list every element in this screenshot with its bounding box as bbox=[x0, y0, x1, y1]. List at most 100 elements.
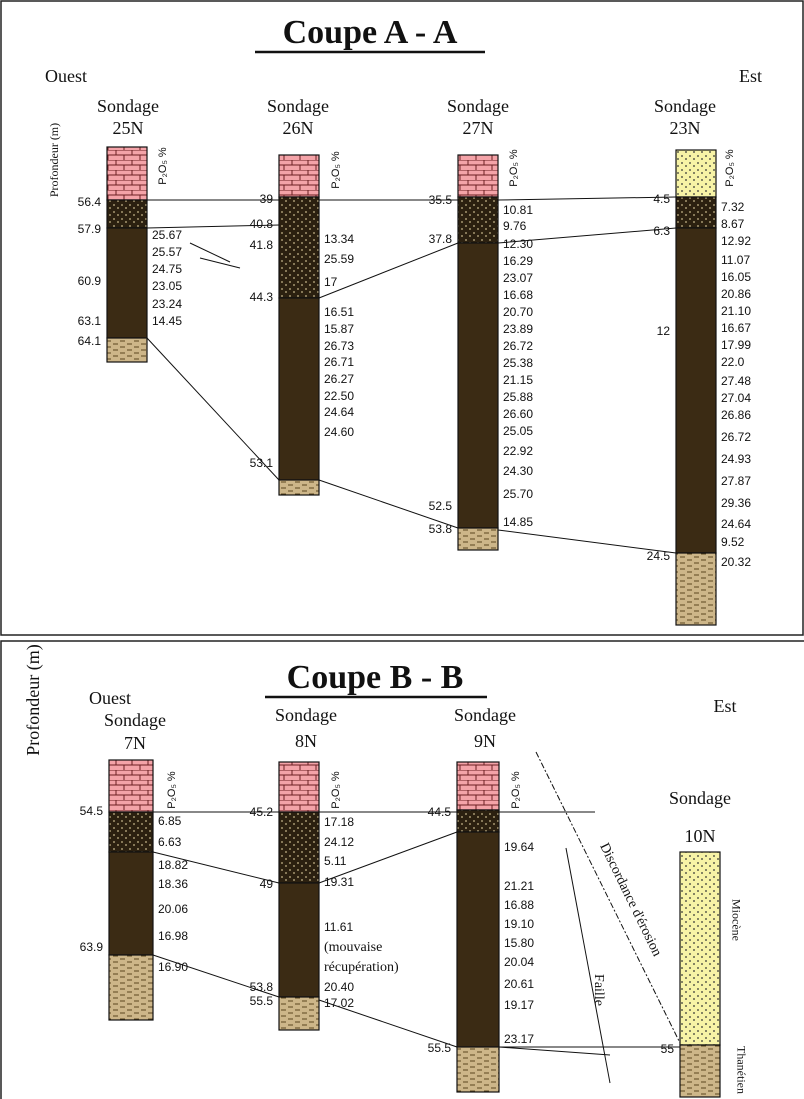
layer bbox=[458, 528, 498, 550]
depth-label: 39 bbox=[260, 192, 274, 206]
p2o5-value: 20.61 bbox=[504, 977, 534, 991]
p2o5-value: 20.06 bbox=[158, 902, 188, 916]
depth-label: 45.2 bbox=[250, 805, 274, 819]
layer bbox=[680, 852, 720, 1045]
p2o5-value: 14.85 bbox=[503, 515, 533, 529]
annotation: Discordance d'érosion bbox=[596, 841, 664, 959]
p2o5-value: 25.59 bbox=[324, 252, 354, 266]
layer bbox=[279, 197, 319, 298]
p2o5-value: 19.17 bbox=[504, 998, 534, 1012]
east-label: Est bbox=[713, 696, 736, 716]
layer bbox=[279, 298, 319, 480]
p2o5-value: 24.93 bbox=[721, 452, 751, 466]
layer-label: Miocène bbox=[729, 899, 743, 941]
p2o5-value: 9.52 bbox=[721, 535, 745, 549]
depth-label: 52.5 bbox=[429, 499, 453, 513]
layer bbox=[458, 155, 498, 197]
p2o5-value: 15.80 bbox=[504, 936, 534, 950]
p2o5-value: 23.24 bbox=[152, 297, 182, 311]
layer bbox=[676, 197, 716, 228]
layer-label: Thanétien bbox=[734, 1046, 748, 1094]
borehole-name: 7N bbox=[124, 733, 146, 753]
p2o5-value: 19.10 bbox=[504, 917, 534, 931]
layer bbox=[279, 480, 319, 495]
p2o5-value: 27.87 bbox=[721, 474, 751, 488]
borehole-name: 9N bbox=[474, 731, 496, 751]
p2o5-value: 20.70 bbox=[503, 305, 533, 319]
p2o5-value: 22.50 bbox=[324, 389, 354, 403]
p2o5-value: 17 bbox=[324, 275, 338, 289]
p2o5-value: 25.57 bbox=[152, 245, 182, 259]
depth-label: 41.8 bbox=[250, 238, 274, 252]
depth-label: 44.3 bbox=[250, 290, 274, 304]
correlation-line bbox=[190, 243, 230, 262]
depth-label: 56.4 bbox=[78, 195, 102, 209]
layer bbox=[457, 810, 499, 832]
p2o5-value: 20.04 bbox=[504, 955, 534, 969]
p2o5-value: 16.88 bbox=[504, 898, 534, 912]
p2o5-value: 24.64 bbox=[721, 517, 751, 531]
layer bbox=[458, 243, 498, 528]
p2o5-value: 6.63 bbox=[158, 835, 182, 849]
borehole-name: 25N bbox=[113, 118, 144, 138]
depth-label: 12 bbox=[657, 324, 671, 338]
depth-label: 53.8 bbox=[250, 980, 274, 994]
layer bbox=[676, 553, 716, 625]
depth-label: 35.5 bbox=[429, 193, 453, 207]
p2o5-value: 20.86 bbox=[721, 287, 751, 301]
p2o5-value: 8.67 bbox=[721, 217, 745, 231]
p2o5-value: 17.02 bbox=[324, 996, 354, 1010]
layer bbox=[279, 812, 319, 883]
p2o5-value: 25.70 bbox=[503, 487, 533, 501]
fault-line bbox=[566, 848, 610, 1083]
p2o5-value: 23.17 bbox=[504, 1032, 534, 1046]
p2o5-value: 13.34 bbox=[324, 232, 354, 246]
depth-label: 55.5 bbox=[250, 994, 274, 1008]
p2o5-label: P₂O₅ % bbox=[166, 771, 178, 809]
p2o5-value: 24.12 bbox=[324, 835, 354, 849]
layer bbox=[109, 760, 153, 812]
borehole-label: Sondage bbox=[654, 96, 716, 116]
layer bbox=[457, 832, 499, 1047]
p2o5-label: P₂O₅ % bbox=[510, 771, 522, 809]
p2o5-value: 26.73 bbox=[324, 339, 354, 353]
p2o5-value: 22.92 bbox=[503, 444, 533, 458]
p2o5-value: 17.99 bbox=[721, 338, 751, 352]
p2o5-value: récupération) bbox=[324, 960, 399, 975]
p2o5-value: 25.88 bbox=[503, 390, 533, 404]
depth-label: 24.5 bbox=[647, 549, 671, 563]
p2o5-value: 24.60 bbox=[324, 425, 354, 439]
layer bbox=[109, 852, 153, 955]
layer bbox=[109, 812, 153, 852]
p2o5-value: 14.45 bbox=[152, 314, 182, 328]
layer bbox=[279, 997, 319, 1030]
depth-label: 64.1 bbox=[78, 334, 102, 348]
p2o5-value: 12.92 bbox=[721, 234, 751, 248]
p2o5-label: P₂O₅ % bbox=[330, 151, 342, 189]
p2o5-label: P₂O₅ % bbox=[330, 771, 342, 809]
p2o5-value: 21.15 bbox=[503, 373, 533, 387]
east-label: Est bbox=[739, 66, 762, 86]
layer bbox=[458, 197, 498, 243]
layer bbox=[107, 200, 147, 228]
p2o5-value: 23.05 bbox=[152, 279, 182, 293]
depth-label: 63.9 bbox=[80, 940, 104, 954]
p2o5-value: 24.75 bbox=[152, 262, 182, 276]
borehole-label: Sondage bbox=[669, 788, 731, 808]
p2o5-value: 21.10 bbox=[721, 304, 751, 318]
west-label: Ouest bbox=[45, 66, 87, 86]
depth-label: 6.3 bbox=[653, 224, 670, 238]
p2o5-label: P₂O₅ % bbox=[508, 149, 520, 187]
p2o5-value: 10.81 bbox=[503, 203, 533, 217]
p2o5-value: 12.30 bbox=[503, 237, 533, 251]
depth-label: 37.8 bbox=[429, 232, 453, 246]
borehole-label: Sondage bbox=[275, 705, 337, 725]
p2o5-value: 26.71 bbox=[324, 355, 354, 369]
section-title: Coupe B - B bbox=[287, 659, 464, 696]
depth-label: 63.1 bbox=[78, 314, 102, 328]
p2o5-value: 23.07 bbox=[503, 271, 533, 285]
p2o5-value: 25.05 bbox=[503, 424, 533, 438]
correlation-line bbox=[499, 1047, 610, 1055]
p2o5-value: (mouvaise bbox=[324, 940, 382, 955]
west-label: Ouest bbox=[89, 688, 131, 708]
